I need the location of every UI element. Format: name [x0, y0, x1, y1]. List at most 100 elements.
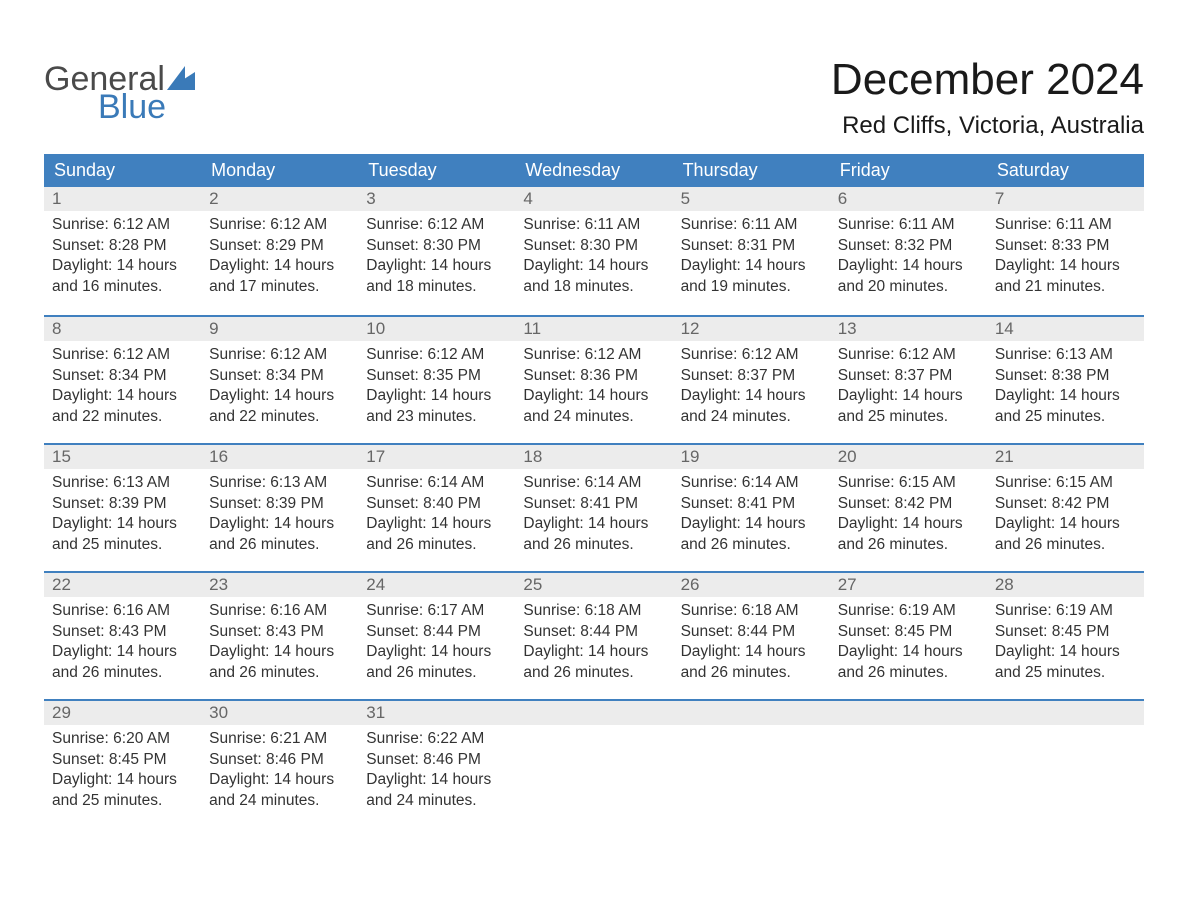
- calendar-cell: 2Sunrise: 6:12 AMSunset: 8:29 PMDaylight…: [201, 187, 358, 315]
- day-number: 1: [44, 187, 201, 211]
- daylight-line-2: and 25 minutes.: [52, 791, 193, 811]
- day-number: 20: [830, 443, 987, 469]
- calendar-cell: [515, 699, 672, 827]
- day-body: Sunrise: 6:13 AMSunset: 8:39 PMDaylight:…: [44, 469, 201, 563]
- daylight-line-2: and 17 minutes.: [209, 277, 350, 297]
- day-body: Sunrise: 6:22 AMSunset: 8:46 PMDaylight:…: [358, 725, 515, 819]
- day-number: 16: [201, 443, 358, 469]
- calendar-cell: 10Sunrise: 6:12 AMSunset: 8:35 PMDayligh…: [358, 315, 515, 443]
- sunrise-line: Sunrise: 6:13 AM: [995, 345, 1136, 365]
- calendar-cell: 13Sunrise: 6:12 AMSunset: 8:37 PMDayligh…: [830, 315, 987, 443]
- day-number: 3: [358, 187, 515, 211]
- day-header: Thursday: [673, 154, 830, 187]
- daylight-line-1: Daylight: 14 hours: [366, 770, 507, 790]
- daylight-line-1: Daylight: 14 hours: [523, 514, 664, 534]
- daylight-line-1: Daylight: 14 hours: [52, 386, 193, 406]
- sunset-line: Sunset: 8:39 PM: [209, 494, 350, 514]
- sunrise-line: Sunrise: 6:12 AM: [209, 345, 350, 365]
- day-body: Sunrise: 6:17 AMSunset: 8:44 PMDaylight:…: [358, 597, 515, 691]
- location: Red Cliffs, Victoria, Australia: [831, 112, 1144, 140]
- calendar-cell: 31Sunrise: 6:22 AMSunset: 8:46 PMDayligh…: [358, 699, 515, 827]
- day-number: 18: [515, 443, 672, 469]
- calendar-week-row: 15Sunrise: 6:13 AMSunset: 8:39 PMDayligh…: [44, 443, 1144, 571]
- sunrise-line: Sunrise: 6:18 AM: [523, 601, 664, 621]
- sunrise-line: Sunrise: 6:12 AM: [52, 215, 193, 235]
- day-number: 29: [44, 699, 201, 725]
- daylight-line-1: Daylight: 14 hours: [366, 256, 507, 276]
- daylight-line-1: Daylight: 14 hours: [52, 770, 193, 790]
- daylight-line-1: Daylight: 14 hours: [995, 514, 1136, 534]
- day-number-empty: [987, 699, 1144, 725]
- daylight-line-1: Daylight: 14 hours: [838, 642, 979, 662]
- sunset-line: Sunset: 8:34 PM: [209, 366, 350, 386]
- sunrise-line: Sunrise: 6:11 AM: [523, 215, 664, 235]
- sunrise-line: Sunrise: 6:22 AM: [366, 729, 507, 749]
- calendar-cell: 23Sunrise: 6:16 AMSunset: 8:43 PMDayligh…: [201, 571, 358, 699]
- daylight-line-2: and 25 minutes.: [995, 663, 1136, 683]
- daylight-line-2: and 20 minutes.: [838, 277, 979, 297]
- daylight-line-2: and 26 minutes.: [838, 535, 979, 555]
- daylight-line-1: Daylight: 14 hours: [366, 386, 507, 406]
- day-number: 8: [44, 315, 201, 341]
- calendar-table: Sunday Monday Tuesday Wednesday Thursday…: [44, 154, 1144, 827]
- day-number-empty: [830, 699, 987, 725]
- day-body: Sunrise: 6:11 AMSunset: 8:32 PMDaylight:…: [830, 211, 987, 305]
- header: General Blue December 2024 Red Cliffs, V…: [44, 20, 1144, 140]
- day-body: Sunrise: 6:21 AMSunset: 8:46 PMDaylight:…: [201, 725, 358, 819]
- daylight-line-2: and 24 minutes.: [523, 407, 664, 427]
- sunset-line: Sunset: 8:46 PM: [209, 750, 350, 770]
- daylight-line-2: and 25 minutes.: [52, 535, 193, 555]
- day-number: 28: [987, 571, 1144, 597]
- sunrise-line: Sunrise: 6:19 AM: [838, 601, 979, 621]
- daylight-line-2: and 25 minutes.: [838, 407, 979, 427]
- sunrise-line: Sunrise: 6:12 AM: [681, 345, 822, 365]
- daylight-line-1: Daylight: 14 hours: [209, 514, 350, 534]
- sunrise-line: Sunrise: 6:11 AM: [681, 215, 822, 235]
- calendar-head: Sunday Monday Tuesday Wednesday Thursday…: [44, 154, 1144, 187]
- day-number: 5: [673, 187, 830, 211]
- daylight-line-1: Daylight: 14 hours: [523, 256, 664, 276]
- day-header: Wednesday: [515, 154, 672, 187]
- daylight-line-2: and 18 minutes.: [366, 277, 507, 297]
- sunset-line: Sunset: 8:42 PM: [995, 494, 1136, 514]
- daylight-line-2: and 16 minutes.: [52, 277, 193, 297]
- day-number: 31: [358, 699, 515, 725]
- daylight-line-1: Daylight: 14 hours: [681, 514, 822, 534]
- day-number: 15: [44, 443, 201, 469]
- sunset-line: Sunset: 8:44 PM: [523, 622, 664, 642]
- day-body: Sunrise: 6:15 AMSunset: 8:42 PMDaylight:…: [987, 469, 1144, 563]
- month-title: December 2024: [831, 56, 1144, 104]
- sunset-line: Sunset: 8:40 PM: [366, 494, 507, 514]
- daylight-line-1: Daylight: 14 hours: [209, 386, 350, 406]
- logo-word-blue: Blue: [98, 90, 195, 124]
- day-body: Sunrise: 6:16 AMSunset: 8:43 PMDaylight:…: [201, 597, 358, 691]
- daylight-line-2: and 22 minutes.: [52, 407, 193, 427]
- calendar-cell: 5Sunrise: 6:11 AMSunset: 8:31 PMDaylight…: [673, 187, 830, 315]
- daylight-line-2: and 24 minutes.: [681, 407, 822, 427]
- calendar-cell: 18Sunrise: 6:14 AMSunset: 8:41 PMDayligh…: [515, 443, 672, 571]
- day-number: 6: [830, 187, 987, 211]
- day-body: Sunrise: 6:13 AMSunset: 8:38 PMDaylight:…: [987, 341, 1144, 435]
- daylight-line-2: and 19 minutes.: [681, 277, 822, 297]
- daylight-line-2: and 18 minutes.: [523, 277, 664, 297]
- sunset-line: Sunset: 8:43 PM: [209, 622, 350, 642]
- calendar-cell: 26Sunrise: 6:18 AMSunset: 8:44 PMDayligh…: [673, 571, 830, 699]
- sunset-line: Sunset: 8:30 PM: [366, 236, 507, 256]
- day-number: 7: [987, 187, 1144, 211]
- page: General Blue December 2024 Red Cliffs, V…: [0, 0, 1188, 867]
- day-header: Friday: [830, 154, 987, 187]
- sunset-line: Sunset: 8:33 PM: [995, 236, 1136, 256]
- calendar-week-row: 1Sunrise: 6:12 AMSunset: 8:28 PMDaylight…: [44, 187, 1144, 315]
- daylight-line-1: Daylight: 14 hours: [52, 514, 193, 534]
- sunrise-line: Sunrise: 6:21 AM: [209, 729, 350, 749]
- calendar-cell: 12Sunrise: 6:12 AMSunset: 8:37 PMDayligh…: [673, 315, 830, 443]
- sunrise-line: Sunrise: 6:12 AM: [366, 215, 507, 235]
- calendar-cell: 30Sunrise: 6:21 AMSunset: 8:46 PMDayligh…: [201, 699, 358, 827]
- sunset-line: Sunset: 8:28 PM: [52, 236, 193, 256]
- day-number-empty: [515, 699, 672, 725]
- daylight-line-1: Daylight: 14 hours: [366, 514, 507, 534]
- sunrise-line: Sunrise: 6:12 AM: [52, 345, 193, 365]
- day-body: Sunrise: 6:12 AMSunset: 8:35 PMDaylight:…: [358, 341, 515, 435]
- sunrise-line: Sunrise: 6:12 AM: [366, 345, 507, 365]
- sail-icon: [167, 66, 195, 90]
